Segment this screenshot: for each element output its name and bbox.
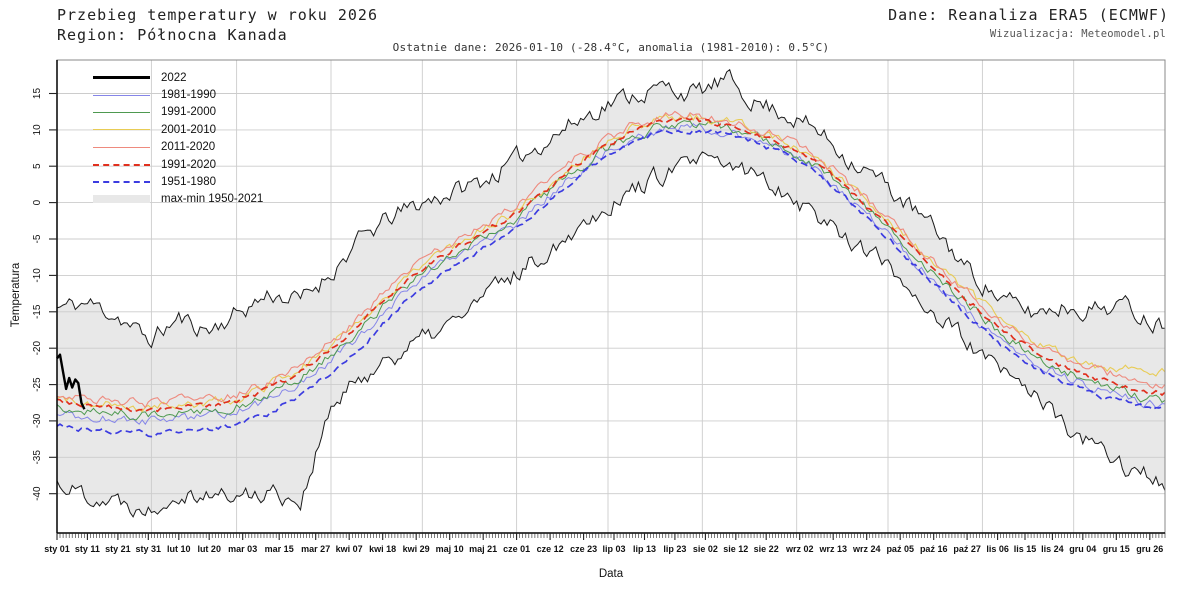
x-tick-label: sie 12 — [723, 544, 748, 554]
legend-item: max-min 1950-2021 — [93, 191, 263, 208]
x-tick-label: lip 13 — [633, 544, 656, 554]
x-tick-label: lis 24 — [1041, 544, 1064, 554]
legend-label: max-min 1950-2021 — [161, 193, 264, 206]
minmax-band — [57, 69, 1165, 517]
x-tick-label: sty 11 — [75, 544, 100, 554]
x-tick-label: sty 01 — [44, 544, 70, 554]
legend-swatch-dash-icon — [93, 181, 150, 184]
x-tick-label: paź 16 — [920, 544, 948, 554]
legend-label: 1951-1980 — [161, 176, 216, 189]
legend-swatch-dash-icon — [93, 163, 150, 166]
region-subtitle: Region: Północna Kanada — [57, 26, 288, 44]
y-tick-label: -15 — [32, 304, 43, 319]
series-1991-2020 — [56, 116, 1166, 413]
series-2011-2020 — [56, 110, 1166, 409]
y-tick-label: -10 — [32, 268, 43, 283]
x-tick-label: sie 02 — [693, 544, 718, 554]
y-tick-label: -40 — [32, 486, 43, 501]
x-tick-label: sie 22 — [754, 544, 779, 554]
legend-label: 2022 — [161, 71, 187, 84]
legend-swatch-line-icon — [93, 76, 150, 80]
legend-item: 1951-1980 — [93, 173, 263, 190]
x-tick-label: wrz 13 — [818, 544, 847, 554]
page-title: Przebieg temperatury w roku 2026 — [57, 6, 378, 24]
x-tick-label: mar 27 — [301, 544, 330, 554]
legend-item: 1991-2020 — [93, 156, 263, 173]
y-tick-label: -30 — [32, 413, 43, 428]
chart-legend: 2022 1981-1990 1991-2000 2001-2010 2011-2020… — [93, 69, 263, 208]
x-tick-label: gru 04 — [1069, 544, 1096, 554]
gridlines — [57, 60, 1165, 533]
x-tick-label: kwi 18 — [369, 544, 396, 554]
x-tick-label: maj 21 — [469, 544, 497, 554]
legend-swatch-line-icon — [93, 146, 150, 148]
x-tick-label: maj 10 — [436, 544, 464, 554]
y-tick-label: 5 — [32, 163, 43, 169]
x-tick-label: lip 23 — [663, 544, 686, 554]
x-tick-label: paź 27 — [953, 544, 981, 554]
legend-item: 2001-2010 — [93, 121, 263, 138]
x-tick-label: kwi 29 — [403, 544, 430, 554]
x-tick-label: kwi 07 — [336, 544, 363, 554]
x-tick-label: gru 26 — [1136, 544, 1163, 554]
x-tick-label: paź 05 — [886, 544, 914, 554]
legend-label: 1991-2000 — [161, 106, 216, 119]
legend-label: 2001-2010 — [161, 123, 216, 136]
legend-swatch-line-icon — [93, 129, 150, 131]
visualization-credit: Wizualizacja: Meteomodel.pl — [989, 28, 1166, 40]
series-1981-1990 — [56, 123, 1166, 426]
legend-label: 1981-1990 — [161, 89, 216, 102]
y-axis-title: Temperatura — [10, 262, 22, 328]
x-tick-label: wrz 02 — [785, 544, 814, 554]
legend-label: 1991-2020 — [161, 158, 216, 171]
legend-swatch-band-icon — [93, 195, 150, 204]
x-tick-label: sty 31 — [136, 544, 162, 554]
x-tick-label: lut 20 — [197, 544, 221, 554]
x-tick-label: cze 01 — [503, 544, 530, 554]
y-tick-label: -25 — [32, 377, 43, 392]
legend-swatch-line-icon — [93, 94, 150, 96]
y-tick-label: 0 — [32, 199, 43, 205]
x-tick-labels: sty 01 sty 11 sty 21 sty 31 lut 10 lut 20 mar … — [44, 544, 1163, 554]
x-tick-label: lis 15 — [1014, 544, 1037, 554]
y-tick-labels: 15 10 5 0 -5 -10 -15 -20 -25 -30 -35 -40 — [32, 88, 43, 501]
x-tick-label: mar 15 — [265, 544, 294, 554]
x-axis-title: Data — [598, 568, 624, 580]
band-max-edge — [56, 68, 1165, 349]
x-tick-label: lip 03 — [602, 544, 625, 554]
y-tick-label: -5 — [32, 234, 43, 243]
last-data-note: Ostatnie dane: 2026-01-10 (-28.4°C, anom… — [392, 41, 830, 54]
x-tick-label: cze 12 — [537, 544, 564, 554]
series-1951-1980 — [56, 128, 1166, 438]
legend-label: 2011-2020 — [161, 141, 216, 154]
x-tick-label: wrz 24 — [852, 544, 881, 554]
y-tick-label: 15 — [32, 88, 43, 100]
band-min-edge — [56, 151, 1166, 518]
legend-item: 2022 — [93, 69, 263, 86]
series-2001-2010 — [56, 113, 1166, 413]
x-tick-label: gru 15 — [1103, 544, 1130, 554]
axis-ticks — [49, 92, 1166, 540]
series-2022 — [56, 353, 86, 410]
y-tick-label: -20 — [32, 341, 43, 356]
y-tick-label: -35 — [32, 450, 43, 465]
data-source-label: Dane: Reanaliza ERA5 (ECMWF) — [888, 6, 1169, 24]
x-tick-label: mar 03 — [228, 544, 257, 554]
legend-swatch-line-icon — [93, 111, 150, 113]
x-tick-label: sty 21 — [105, 544, 131, 554]
legend-item: 1981-1990 — [93, 86, 263, 103]
x-tick-label: lut 10 — [167, 544, 191, 554]
x-tick-label: cze 23 — [570, 544, 597, 554]
legend-item: 1991-2000 — [93, 104, 263, 121]
legend-item: 2011-2020 — [93, 139, 263, 156]
x-tick-label: lis 06 — [986, 544, 1009, 554]
y-tick-label: 10 — [32, 124, 43, 136]
